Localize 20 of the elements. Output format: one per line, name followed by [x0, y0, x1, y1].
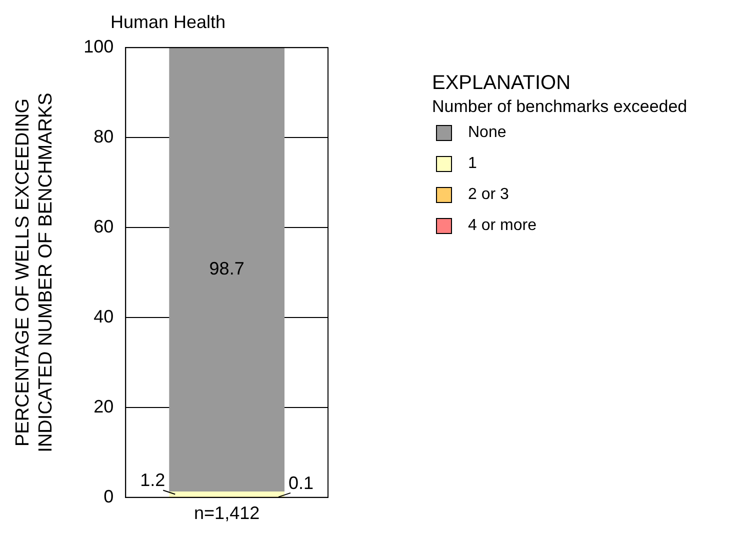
y-tick-label: 100: [84, 36, 114, 57]
data-label: 1.2: [140, 470, 166, 490]
y-tick-label: 20: [94, 396, 114, 416]
data-label: 98.7: [209, 258, 244, 279]
y-tick-label: 80: [94, 126, 114, 147]
bar: [169, 492, 284, 497]
x-tick-label: n=1,412: [194, 503, 260, 524]
legend-title: Number of benchmarks exceeded: [432, 97, 688, 117]
data-label: 0.1: [288, 472, 314, 493]
chart-title: Human Health: [110, 12, 226, 32]
text: None: [468, 124, 506, 142]
y-tick-label: 60: [94, 216, 114, 236]
y-axis-title: PERCENTAGE OF WELLS EXCEEDING INDICATED NUMBER OF BENCHMARKS: [12, 92, 56, 452]
y-tick-label: 0: [104, 486, 114, 506]
legend-label: 2 or 3: [468, 186, 509, 204]
legend-label: 4 or more: [468, 216, 536, 234]
legend-label: 1: [468, 154, 477, 172]
text: EXPLANATION: [432, 72, 572, 95]
y-tick-label: 40: [94, 306, 114, 326]
bar: [169, 48, 284, 492]
